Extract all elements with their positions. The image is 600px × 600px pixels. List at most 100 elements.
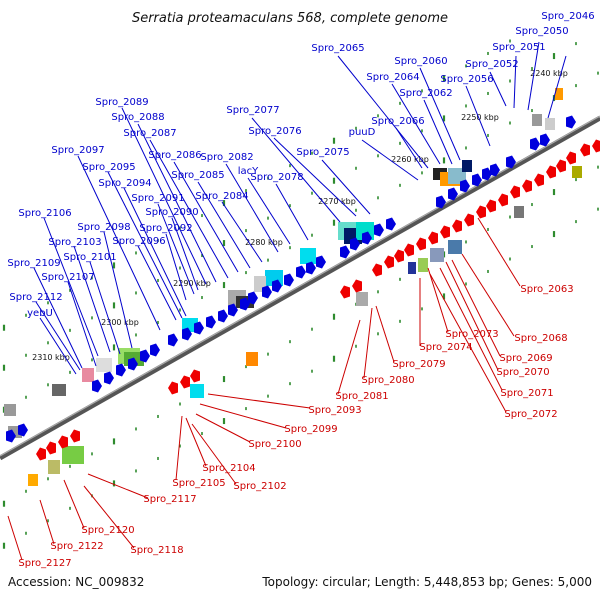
reverse-gene-label: Spro_2063 (520, 284, 573, 295)
reverse-label-leader (191, 423, 237, 485)
forward-gene-label: Spro_2051 (492, 42, 545, 53)
forward-label-leader (171, 217, 199, 291)
forward-gene-label: Spro_2065 (311, 43, 364, 54)
reverse-label-leader (185, 417, 207, 467)
forward-label-leader (361, 139, 419, 181)
forward-label-leader (149, 139, 229, 279)
reverse-gene-arrow (394, 249, 404, 263)
forward-gene-arrow (240, 297, 250, 311)
feature-block (246, 352, 258, 366)
kbp-marker-label: 2260 kbp (391, 155, 429, 164)
reverse-gene-arrow (546, 165, 556, 179)
gene-labels: Spro_2046 Spro_2050 Spro_2051 Spro_2052 Spro… (7, 11, 594, 569)
reverse-label-leader (83, 485, 135, 549)
reverse-gene-label: Spro_2068 (514, 333, 567, 344)
reverse-gene-label: Spro_2104 (202, 463, 255, 474)
feature-block (532, 114, 542, 126)
forward-gene-arrow (350, 237, 360, 251)
feature-block (52, 384, 66, 396)
forward-gene-label: Spro_2101 (63, 252, 116, 263)
reverse-gene-label: Spro_2074 (419, 342, 472, 353)
reverse-label-leader (63, 479, 85, 529)
reverse-gene-arrow (440, 225, 450, 239)
reverse-label-leader (375, 305, 395, 363)
kbp-marker-label: 2300 kbp (101, 318, 139, 327)
reverse-label-leader (199, 403, 287, 429)
forward-gene-label: Spro_2087 (123, 128, 176, 139)
reverse-gene-label: Spro_2127 (18, 558, 71, 569)
forward-gene-arrow (116, 363, 126, 377)
forward-label-leader (173, 161, 239, 273)
forward-label-leader (395, 127, 423, 169)
forward-label-leader (273, 137, 357, 217)
reverse-gene-arrow (522, 179, 532, 193)
feature-block (96, 358, 112, 372)
forward-gene-arrow (316, 255, 326, 269)
forward-gene-label: Spro_2052 (465, 59, 518, 70)
reverse-gene-label: Spro_2069 (499, 353, 552, 364)
forward-gene-arrow (460, 179, 470, 193)
forward-label-leader (225, 163, 279, 253)
feature-block (4, 404, 16, 416)
forward-gene-label: Spro_2088 (111, 112, 164, 123)
forward-gene-label: Spro_2084 (195, 191, 248, 202)
forward-label-leader (103, 231, 133, 349)
forward-gene-arrow (436, 195, 446, 209)
forward-gene-label: Spro_2082 (200, 152, 253, 163)
feature-block (190, 384, 204, 398)
forward-label-leader (89, 261, 121, 355)
forward-gene-arrow (248, 291, 258, 305)
genome-summary-text: Topology: circular; Length: 5,448,853 bp… (261, 575, 592, 589)
forward-label-leader (391, 83, 441, 165)
kbp-marker-label: 2270 kbp (318, 197, 356, 206)
forward-label-leader (43, 217, 99, 357)
forward-label-leader (251, 117, 341, 223)
reverse-label-leader (363, 307, 373, 379)
forward-label-leader (137, 123, 217, 283)
reverse-gene-arrow (70, 429, 80, 443)
forward-gene-label: Spro_2086 (148, 150, 201, 161)
kbp-marker-label: 2310 kbp (32, 353, 70, 362)
forward-gene-label: Spro_2096 (112, 236, 165, 247)
feature-block (48, 460, 60, 474)
reverse-gene-label: Spro_2073 (445, 329, 498, 340)
reverse-gene-label: Spro_2117 (143, 494, 196, 505)
reverse-gene-arrow (486, 199, 496, 213)
reverse-gene-arrow (384, 255, 394, 269)
reverse-gene-arrow (498, 193, 508, 207)
forward-label-leader (165, 233, 187, 301)
reverse-gene-label: Spro_2120 (81, 525, 134, 536)
reverse-gene-label: Spro_2122 (50, 541, 103, 552)
feature-block (418, 258, 428, 272)
reverse-gene-label: Spro_2070 (496, 367, 549, 378)
feature-block (62, 446, 84, 464)
forward-gene-arrow (506, 155, 516, 169)
forward-gene-label: Spro_2076 (248, 126, 301, 137)
feature-block (545, 118, 555, 130)
forward-gene-label: Spro_2109 (7, 258, 60, 269)
reverse-gene-label: Spro_2105 (172, 478, 225, 489)
reverse-label-leader (195, 413, 251, 443)
reverse-gene-arrow (36, 447, 46, 461)
forward-gene-label: Spro_2056 (440, 74, 493, 85)
reverse-gene-label: Spro_2100 (248, 439, 301, 450)
reverse-gene-label: Spro_2071 (500, 388, 553, 399)
kbp-marker-label: 2250 kbp (461, 113, 499, 122)
forward-gene-arrow (530, 137, 540, 151)
reverse-label-leader (477, 217, 521, 287)
reverse-gene-label: Spro_2079 (392, 359, 445, 370)
feature-block (448, 240, 462, 254)
reverse-gene-label: Spro_2099 (284, 424, 337, 435)
forward-gene-label: Spro_2103 (48, 237, 101, 248)
tick-dots (2, 39, 599, 549)
forward-gene-label: Spro_2062 (399, 88, 452, 99)
reverse-gene-arrow (428, 231, 438, 245)
forward-gene-arrow (92, 379, 102, 393)
forward-label-leader (157, 203, 195, 295)
forward-label-leader (77, 155, 161, 331)
forward-gene-arrow (296, 265, 306, 279)
forward-gene-label: Spro_2090 (145, 207, 198, 218)
reverse-label-leader (429, 273, 507, 413)
forward-gene-arrow (228, 303, 238, 317)
